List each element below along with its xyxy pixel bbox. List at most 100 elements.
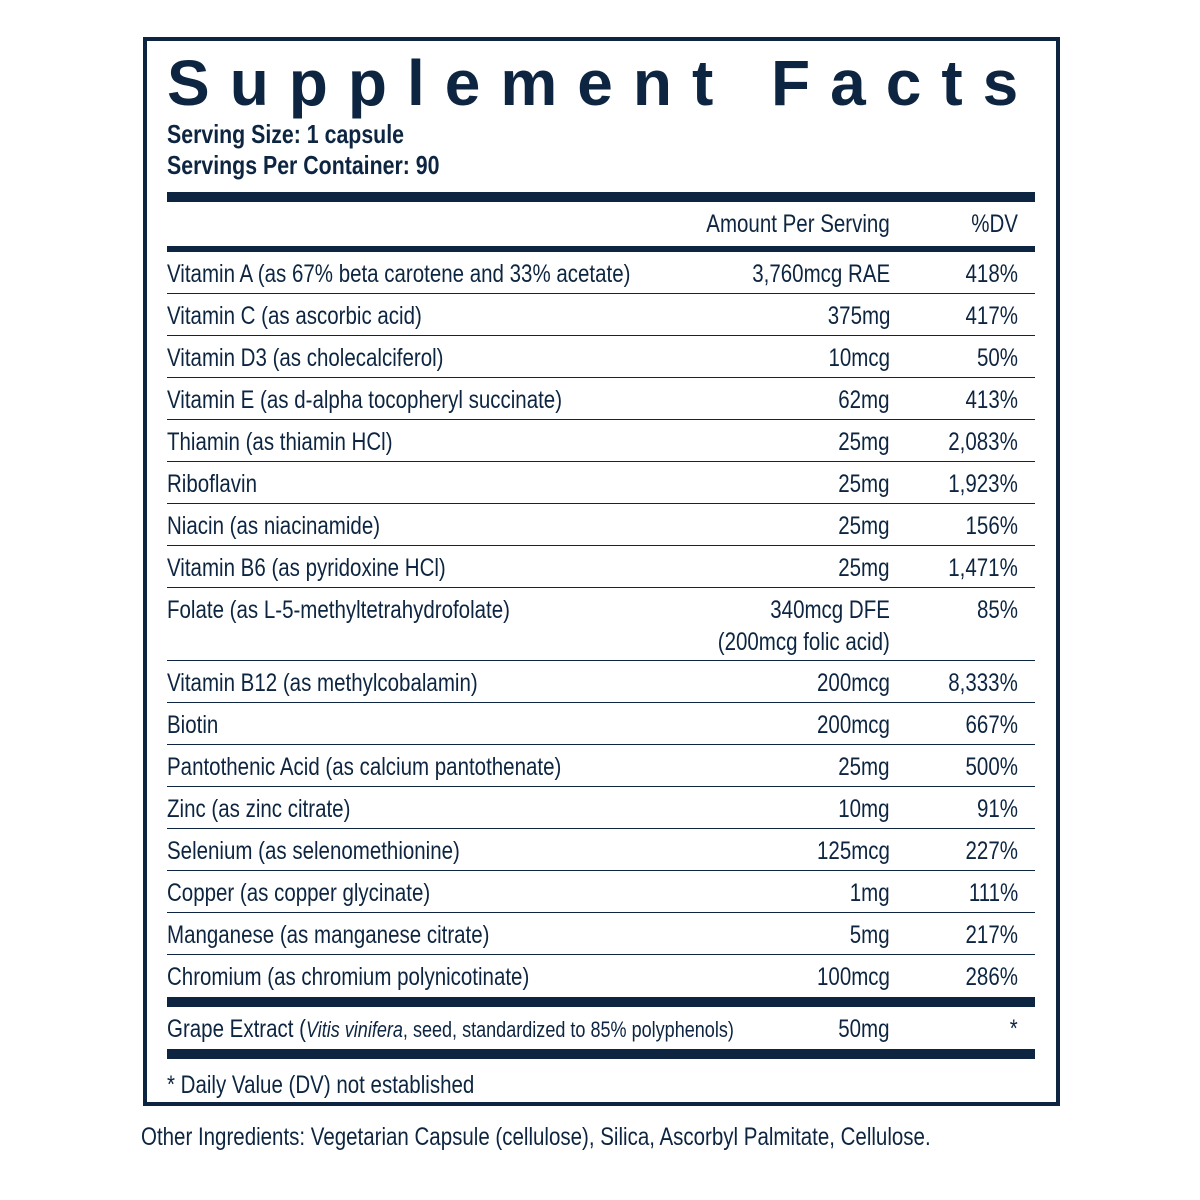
amount: 125mcg: [817, 837, 890, 865]
daily-value: 227%: [965, 837, 1018, 865]
daily-value: 2,083%: [948, 428, 1018, 456]
amount: 375mg: [827, 302, 890, 330]
daily-value: 500%: [965, 753, 1018, 781]
name-cell: Vitamin B6 (as pyridoxine HCl): [167, 552, 507, 584]
extract-name: Grape Extract (Vitis vinifera, seed, sta…: [167, 1013, 734, 1046]
nutrient-row: Vitamin C (as ascorbic acid) 375mg 417%: [167, 294, 1035, 336]
amount-cell: 340mcg DFE (200mcg folic acid): [680, 594, 890, 658]
name-cell: Niacin (as niacinamide): [167, 510, 427, 542]
row-rule: [167, 544, 1035, 546]
column-header: Amount Per Serving %DV: [167, 202, 1035, 247]
nutrient-row: Vitamin B6 (as pyridoxine HCl) 25mg 1,471%: [167, 546, 1035, 588]
facts-panel: Supplement Facts Serving Size: 1 capsule…: [143, 37, 1060, 1106]
dv-cell: 418%: [954, 258, 1018, 290]
row-rule: [167, 785, 1035, 787]
nutrient-name: Vitamin A (as 67% beta carotene and 33% …: [167, 260, 631, 288]
amount-cell: 25mg: [827, 751, 890, 783]
dv-cell: 667%: [954, 709, 1018, 741]
nutrient-name: Biotin: [167, 711, 219, 739]
row-rule: [167, 953, 1035, 955]
dv-cell: 8,333%: [933, 667, 1018, 699]
nutrient-row: Selenium (as selenomethionine) 125mcg 227%: [167, 829, 1035, 871]
servings-line: Servings Per Container: 90: [167, 150, 499, 181]
amount: 25mg: [838, 512, 890, 540]
amount: 10mcg: [828, 344, 890, 372]
nutrient-row: Pantothenic Acid (as calcium pantothenat…: [167, 745, 1035, 787]
amount-cell: 5mg: [841, 919, 890, 951]
nutrient-row: Zinc (as zinc citrate) 10mg 91%: [167, 787, 1035, 829]
amount-header-cell: Amount Per Serving: [666, 208, 890, 240]
name-cell: Chromium (as chromium polynicotinate): [167, 961, 609, 993]
name-cell: Vitamin E (as d-alpha tocopheryl succina…: [167, 384, 649, 416]
other-ingredients: Other Ingredients: Vegetarian Capsule (c…: [141, 1123, 931, 1151]
amount: 1mg: [850, 879, 890, 907]
row-rule: [167, 659, 1035, 661]
name-cell: Vitamin C (as ascorbic acid): [167, 300, 478, 332]
daily-value: 1,471%: [948, 554, 1018, 582]
thick-rule: [167, 1049, 1035, 1059]
nutrient-row: Folate (as L-5-methyltetrahydrofolate) 34…: [167, 588, 1035, 661]
name-cell: Riboflavin: [167, 468, 277, 500]
name-cell: Folate (as L-5-methyltetrahydrofolate): [167, 594, 585, 626]
nutrient-row: Niacin (as niacinamide) 25mg 156%: [167, 504, 1035, 546]
daily-value: 418%: [965, 260, 1018, 288]
nutrient-row: Manganese (as manganese citrate) 5mg 217%: [167, 913, 1035, 955]
dv-cell: 500%: [954, 751, 1018, 783]
thick-rule: [167, 997, 1035, 1007]
amount-cell: 200mcg: [801, 709, 890, 741]
nutrient-row: Riboflavin 25mg 1,923%: [167, 462, 1035, 504]
medium-rule: [167, 246, 1035, 252]
row-rule: [167, 869, 1035, 871]
row-rule: [167, 418, 1035, 420]
amount: 25mg: [838, 428, 890, 456]
dv-cell: 91%: [968, 793, 1018, 825]
dv-header: %DV: [971, 210, 1018, 238]
amount: 25mg: [838, 554, 890, 582]
nutrient-row: Vitamin A (as 67% beta carotene and 33% …: [167, 252, 1035, 294]
other-ingredients-line: Other Ingredients: Vegetarian Capsule (c…: [141, 1123, 1104, 1152]
footnote-cell: * Daily Value (DV) not established: [167, 1069, 542, 1101]
daily-value: 286%: [965, 963, 1018, 991]
footnote: * Daily Value (DV) not established: [167, 1071, 475, 1099]
row-rule: [167, 460, 1035, 462]
dv-cell: 111%: [958, 877, 1018, 909]
extract-latin-name: Vitis vinifera: [305, 1017, 403, 1042]
amount: 25mg: [838, 470, 890, 498]
nutrient-name: Folate (as L-5-methyltetrahydrofolate): [167, 596, 510, 624]
amount: 5mg: [850, 921, 890, 949]
nutrient-name: Vitamin B12 (as methylcobalamin): [167, 669, 478, 697]
amount-cell: 3,760mcg RAE: [722, 258, 890, 290]
daily-value: 50%: [976, 344, 1018, 372]
amount-cell: 100mcg: [801, 961, 890, 993]
row-rule: [167, 334, 1035, 336]
amount-cell: 375mg: [814, 300, 890, 332]
nutrient-name: Chromium (as chromium polynicotinate): [167, 963, 530, 991]
dv-cell: 156%: [954, 510, 1018, 542]
amount-cell: 25mg: [827, 468, 890, 500]
daily-value: 85%: [976, 596, 1018, 624]
amount: 50mg: [838, 1015, 890, 1043]
daily-value: 91%: [976, 795, 1018, 823]
nutrient-name: Vitamin C (as ascorbic acid): [167, 302, 422, 330]
name-cell: Vitamin D3 (as cholecalciferol): [167, 342, 504, 374]
servings-per-container: Servings Per Container: 90: [167, 150, 440, 180]
nutrient-row: Vitamin D3 (as cholecalciferol) 10mcg 50%: [167, 336, 1035, 378]
nutrient-row: Copper (as copper glycinate) 1mg 111%: [167, 871, 1035, 913]
daily-value: 413%: [965, 386, 1018, 414]
nutrient-name: Manganese (as manganese citrate): [167, 921, 490, 949]
dv-cell: 417%: [954, 300, 1018, 332]
dv-cell: 286%: [954, 961, 1018, 993]
nutrient-row: Vitamin E (as d-alpha tocopheryl succina…: [167, 378, 1035, 420]
name-cell: Biotin: [167, 709, 230, 741]
dv-cell: 227%: [954, 835, 1018, 867]
nutrient-name: Riboflavin: [167, 470, 258, 498]
dv-cell: 85%: [968, 594, 1018, 626]
dv-cell: 1,923%: [933, 468, 1018, 500]
amount-cell: 25mg: [827, 426, 890, 458]
daily-value: *: [1010, 1015, 1018, 1043]
name-cell: Manganese (as manganese citrate): [167, 919, 560, 951]
amount: 62mg: [838, 386, 890, 414]
amount-cell: 125mcg: [801, 835, 890, 867]
nutrient-name: Niacin (as niacinamide): [167, 512, 381, 540]
